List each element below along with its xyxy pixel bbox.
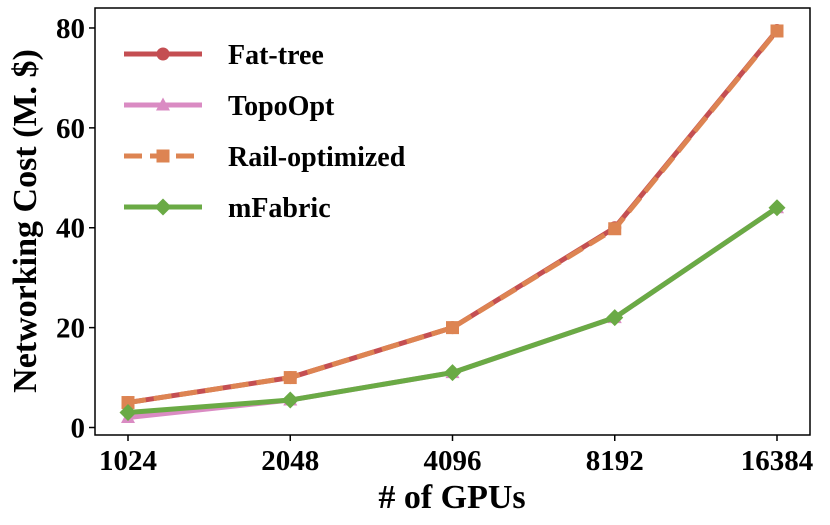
series-mfabric <box>119 199 786 422</box>
data-point-rail-optimized <box>121 396 135 410</box>
y-tick-label: 40 <box>56 213 85 245</box>
legend-label: mFabric <box>228 193 331 224</box>
legend-label: TopoOpt <box>228 91 335 122</box>
x-axis-title: # of GPUs <box>378 479 525 516</box>
x-tick-label: 4096 <box>424 445 482 477</box>
legend: Fat-tree TopoOpt Rail-optimized mFabric <box>124 40 406 224</box>
y-tick-label: 80 <box>56 13 85 45</box>
y-tick-label: 20 <box>56 313 85 345</box>
ticks-layer: 1024 2048 4096 8192 16384 0 20 40 60 80 <box>56 13 813 477</box>
y-tick-label: 60 <box>56 113 85 145</box>
legend-marker <box>154 198 172 216</box>
x-tick-label: 8192 <box>586 445 644 477</box>
data-point-mfabric <box>281 391 299 409</box>
data-point-mfabric <box>444 364 461 382</box>
series-rail-optimized <box>121 24 784 410</box>
data-point-mfabric <box>119 404 137 422</box>
x-tick-label: 2048 <box>261 445 319 477</box>
data-point-mfabric <box>768 199 786 217</box>
data-point-rail-optimized <box>608 222 622 236</box>
legend-marker <box>156 47 170 61</box>
x-tick-label: 16384 <box>741 445 814 477</box>
series-line-rail-optimized <box>127 29 779 406</box>
legend-marker <box>156 97 170 111</box>
series-line-mfabric <box>127 205 779 416</box>
series-layer <box>119 23 786 424</box>
x-tick-label: 1024 <box>99 445 157 477</box>
data-point-rail-optimized <box>770 24 784 38</box>
legend-label: Rail-optimized <box>228 142 406 173</box>
data-point-mfabric <box>606 309 624 327</box>
series-fat-tree <box>121 23 784 410</box>
legend-entry-rail-optimized: Rail-optimized <box>124 142 406 173</box>
data-point-rail-optimized <box>283 371 297 385</box>
y-tick-label: 0 <box>71 413 86 445</box>
legend-marker <box>156 149 170 163</box>
legend-label: Fat-tree <box>228 40 324 71</box>
legend-entry-topoopt: TopoOpt <box>124 91 335 122</box>
legend-entry-fat-tree: Fat-tree <box>124 40 324 71</box>
series-line-fat-tree <box>127 28 779 406</box>
y-axis-title: Networking Cost (M. $) <box>7 49 44 393</box>
data-point-rail-optimized <box>446 321 459 335</box>
legend-entry-mfabric: mFabric <box>124 193 331 224</box>
